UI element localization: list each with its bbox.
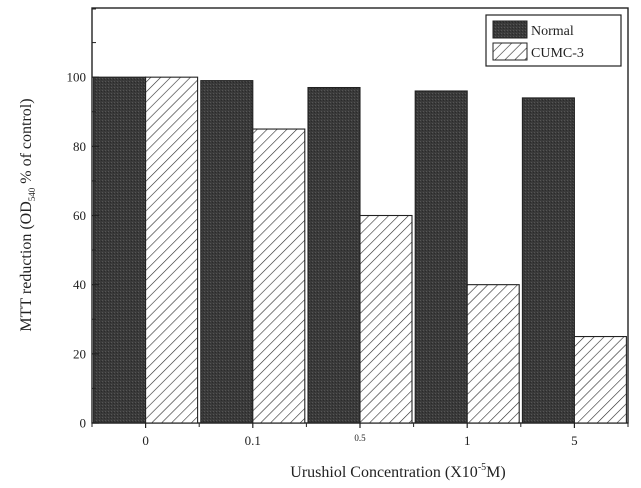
y-axis: 0 20 40 60 80 100 [67,8,99,431]
x-tick-label: 1 [464,433,471,448]
x-axis-title-prefix: Urushiol Concentration (X10 [290,464,478,481]
y-axis-title-subscript: 540 [27,187,37,201]
bar-normal-3 [414,90,468,424]
bars-group [93,76,627,424]
bar-cumc3-0 [145,76,199,424]
x-axis-title-superscript: -5 [478,462,486,473]
y-tick-label: 100 [67,70,87,85]
x-tick-label: 0 [142,433,149,448]
bar-cumc3-3 [466,284,520,424]
y-tick-label: 80 [73,139,86,154]
y-axis-title: MTT reduction (OD540 % of control) [18,98,37,331]
legend-swatch-cumc3 [492,42,528,61]
y-axis-title-suffix: % of control) [18,98,35,187]
y-tick-label: 20 [73,346,86,361]
x-tick-label: 0.5 [354,433,366,443]
bar-normal-2 [307,86,361,424]
bar-normal-1 [200,80,254,424]
legend-label-cumc3: CUMC-3 [531,46,584,61]
bar-normal-0 [93,76,147,424]
legend-swatch-normal [492,20,528,39]
y-tick-label: 60 [73,208,86,223]
bar-cumc3-4 [573,335,627,424]
legend: Normal CUMC-3 [485,14,622,67]
x-axis-title-suffix: M) [486,464,506,481]
y-axis-title-prefix: MTT reduction (OD [18,201,35,331]
y-tick-label: 0 [80,416,87,431]
bar-cumc3-2 [359,214,413,424]
bar-cumc3-1 [252,128,306,424]
x-tick-label: 5 [571,433,578,448]
y-tick-label: 40 [73,277,86,292]
x-axis: 0 0.1 0.5 1 5 [91,423,629,448]
bar-normal-4 [521,97,575,424]
legend-label-normal: Normal [531,24,574,39]
x-axis-title: Urushiol Concentration (X10-5M) [290,462,505,481]
x-tick-label: 0.1 [245,433,261,448]
